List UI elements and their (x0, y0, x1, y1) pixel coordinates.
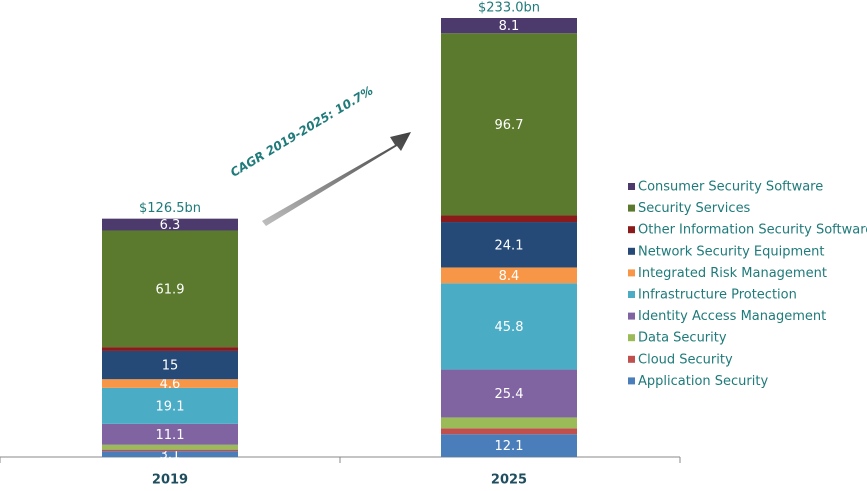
bar-segment (441, 283, 577, 370)
legend-label: Security Services (638, 201, 751, 216)
legend-label: Application Security (638, 374, 768, 389)
bar-segment (441, 215, 577, 223)
data-label: 24.1 (495, 238, 524, 253)
bar-segment (102, 449, 238, 452)
legend-swatch (628, 291, 635, 298)
bar-segment (102, 423, 238, 445)
legend-swatch (628, 226, 635, 234)
data-label: 3.1 (160, 448, 181, 463)
bar-segment (102, 230, 238, 348)
bar-segment (102, 387, 238, 424)
bar-segment (102, 347, 238, 351)
bar-segment (102, 350, 238, 380)
legend-label: Identity Access Management (638, 309, 826, 324)
data-label: 8.1 (499, 19, 520, 34)
legend-swatch (628, 183, 635, 190)
legend-label: Network Security Equipment (638, 244, 825, 259)
bar-segment (441, 434, 577, 457)
bar-segment (441, 369, 577, 418)
legend-swatch (628, 312, 635, 320)
cagr-arrow (262, 132, 411, 226)
data-label: 6.3 (160, 218, 181, 233)
legend-swatch (628, 269, 635, 277)
data-label: 15 (162, 359, 179, 374)
legend-swatch (628, 204, 635, 212)
data-label: 96.7 (495, 118, 524, 133)
data-label: 61.9 (156, 282, 185, 297)
total-label: $126.5bn (139, 201, 201, 216)
x-tick-label: 2019 (152, 473, 188, 488)
legend-swatch (628, 377, 635, 385)
annotation: CAGR 2019-2025: 10.7% (228, 83, 376, 179)
bar-segment (441, 267, 577, 284)
legend-label: Data Security (638, 331, 727, 346)
legend-label: Infrastructure Protection (638, 288, 797, 303)
bar-segment (441, 33, 577, 216)
bar-segment (102, 218, 238, 231)
legend-swatch (628, 334, 635, 342)
bar-segment (441, 222, 577, 268)
data-label: 8.4 (499, 269, 520, 284)
total-label: $233.0bn (478, 1, 540, 16)
data-label: 45.8 (495, 320, 524, 335)
data-label: 25.4 (495, 387, 524, 402)
legend-swatch (628, 247, 635, 255)
legend-swatch (628, 355, 635, 363)
legend-label: Integrated Risk Management (638, 266, 827, 281)
bar-segment (441, 428, 577, 435)
data-label: 19.1 (156, 399, 185, 414)
bar-segment (102, 451, 238, 457)
data-label: 4.6 (160, 377, 181, 392)
data-label: 11.1 (156, 428, 185, 443)
bar-segment (102, 444, 238, 450)
legend-label: Cloud Security (638, 352, 733, 367)
data-label: 12.1 (495, 439, 524, 454)
bar-segment (441, 417, 577, 429)
legend-label: Other Information Security Software (638, 223, 867, 238)
bar-segment (102, 379, 238, 388)
legend-label: Consumer Security Software (638, 180, 823, 195)
bar-segment (441, 18, 577, 34)
x-tick-label: 2025 (491, 473, 527, 488)
